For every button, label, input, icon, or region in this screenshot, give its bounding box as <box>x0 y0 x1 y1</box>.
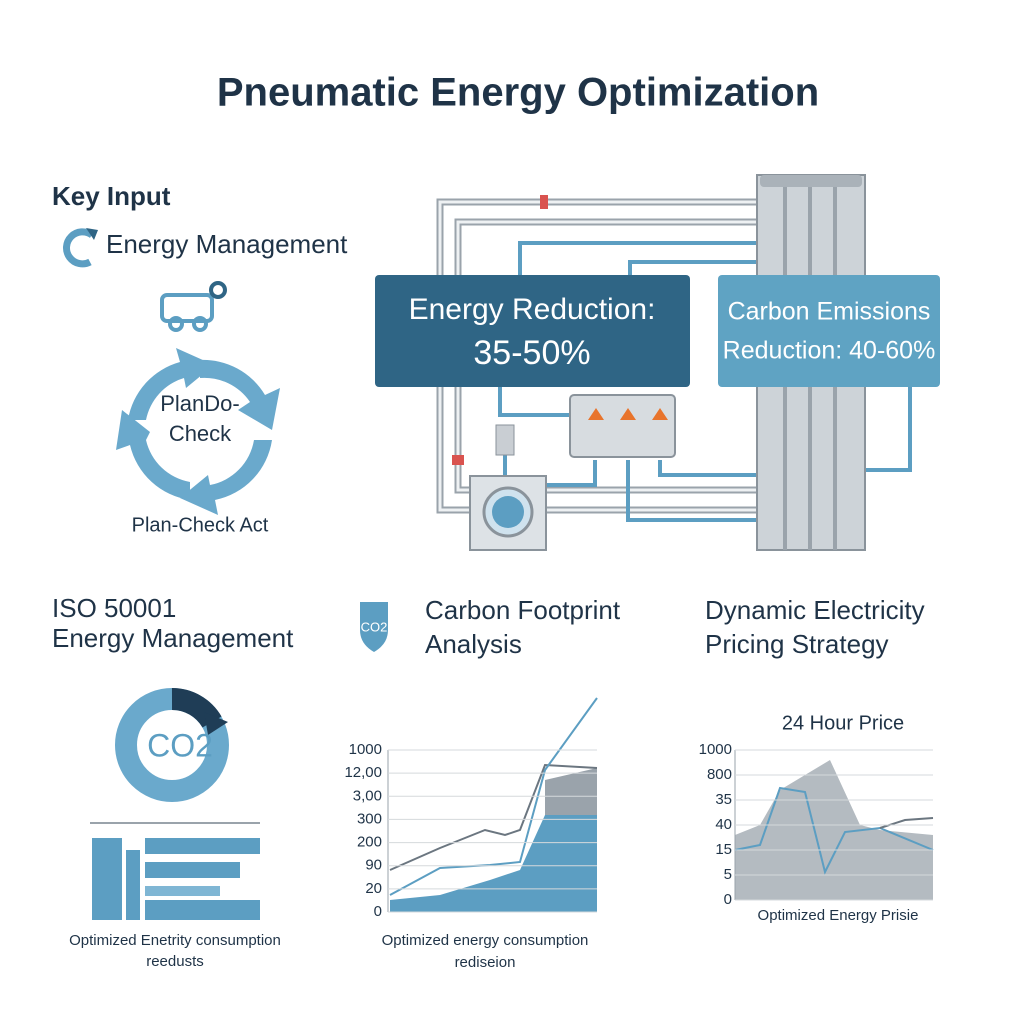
co2-ring-arrow <box>204 712 228 735</box>
car-icon <box>160 281 227 332</box>
y-tick-label: 90 <box>365 857 382 874</box>
y-tick-label: 40 <box>715 816 732 833</box>
callout-box <box>375 275 690 387</box>
cycle-label: Check <box>169 421 232 446</box>
co2-badge <box>360 602 388 652</box>
callout-text: 35-50% <box>473 334 590 372</box>
y-tick-label: 1000 <box>349 741 382 758</box>
key-input-heading: Key Input <box>52 181 171 211</box>
mini-chart <box>387 697 598 912</box>
key-input-item: Energy Management <box>106 229 348 259</box>
panel-caption: Optimized Energy Prisie <box>758 907 919 924</box>
y-tick-label: 0 <box>374 903 382 920</box>
cycle-label: PlanDo- <box>160 391 239 416</box>
page-title: Pneumatic Energy Optimization <box>217 71 819 115</box>
y-tick-label: 3,00 <box>353 787 382 804</box>
panel-caption: rediseion <box>455 954 516 971</box>
y-tick-label: 800 <box>707 766 732 783</box>
panel-title: Dynamic Electricity <box>705 595 925 625</box>
callout-text: Energy Reduction: <box>409 293 656 326</box>
y-tick-label: 12,00 <box>344 764 382 781</box>
y-tick-label: 20 <box>365 880 382 897</box>
pdca-cycle <box>116 348 280 515</box>
y-tick-label: 1000 <box>699 741 732 758</box>
badge-label: CO2 <box>361 619 388 634</box>
panel-title: ISO 50001 <box>52 593 176 623</box>
panel-title: Pricing Strategy <box>705 629 889 659</box>
refresh-icon <box>63 228 98 268</box>
panel-caption: Optimized energy consumption <box>382 932 589 949</box>
chart-title: 24 Hour Price <box>782 712 904 734</box>
y-tick-label: 200 <box>357 834 382 851</box>
cycle-caption: Plan-Check Act <box>132 514 269 536</box>
callout-text: Reduction: 40-60% <box>723 337 936 365</box>
y-tick-label: 0 <box>724 891 732 908</box>
y-tick-label: 5 <box>724 866 732 883</box>
panel-title: Energy Management <box>52 623 294 653</box>
panel-title: Analysis <box>425 629 522 659</box>
y-tick-label: 15 <box>715 841 732 858</box>
panel-caption: reedusts <box>146 953 204 970</box>
panel-title: Carbon Footprint <box>425 595 621 625</box>
callout-text: Carbon Emissions <box>728 298 931 326</box>
callout-box <box>718 275 940 387</box>
y-tick-label: 35 <box>715 791 732 808</box>
panel-caption: Optimized Enetrity consumption <box>69 932 281 949</box>
bar-icon <box>90 822 260 920</box>
y-tick-label: 300 <box>357 810 382 827</box>
co2-label: CO2 <box>147 727 213 763</box>
